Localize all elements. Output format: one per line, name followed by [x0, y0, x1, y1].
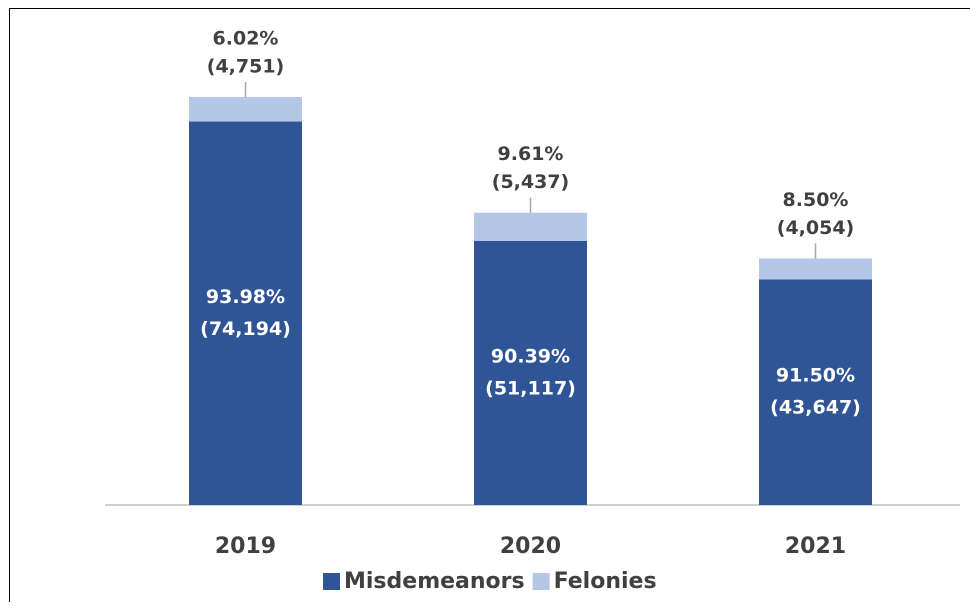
data-label: (5,437)	[492, 171, 569, 193]
data-label: 9.61%	[498, 143, 564, 165]
data-label: 8.50%	[783, 189, 849, 211]
bar-segment	[759, 279, 872, 505]
legend-swatch	[323, 573, 340, 590]
bar-segment	[474, 241, 587, 505]
data-label: (51,117)	[485, 377, 576, 399]
data-label: (74,194)	[200, 318, 291, 340]
x-tick-label: 2021	[785, 534, 846, 559]
x-tick-label: 2020	[500, 534, 561, 559]
data-label: 91.50%	[776, 365, 855, 387]
bar-segment	[189, 97, 302, 122]
data-label: 6.02%	[213, 27, 279, 49]
data-label: (4,054)	[777, 217, 854, 239]
bar-segment	[759, 258, 872, 279]
bar-segment	[189, 122, 302, 505]
data-label: (43,647)	[770, 397, 861, 419]
legend-label: Felonies	[554, 569, 657, 594]
data-label: (4,751)	[207, 55, 284, 77]
data-label: 93.98%	[206, 286, 285, 308]
legend-swatch	[533, 573, 550, 590]
x-tick-label: 2019	[215, 534, 276, 559]
bar-segment	[474, 213, 587, 241]
legend-label: Misdemeanors	[344, 569, 525, 594]
data-label: 90.39%	[491, 345, 570, 367]
